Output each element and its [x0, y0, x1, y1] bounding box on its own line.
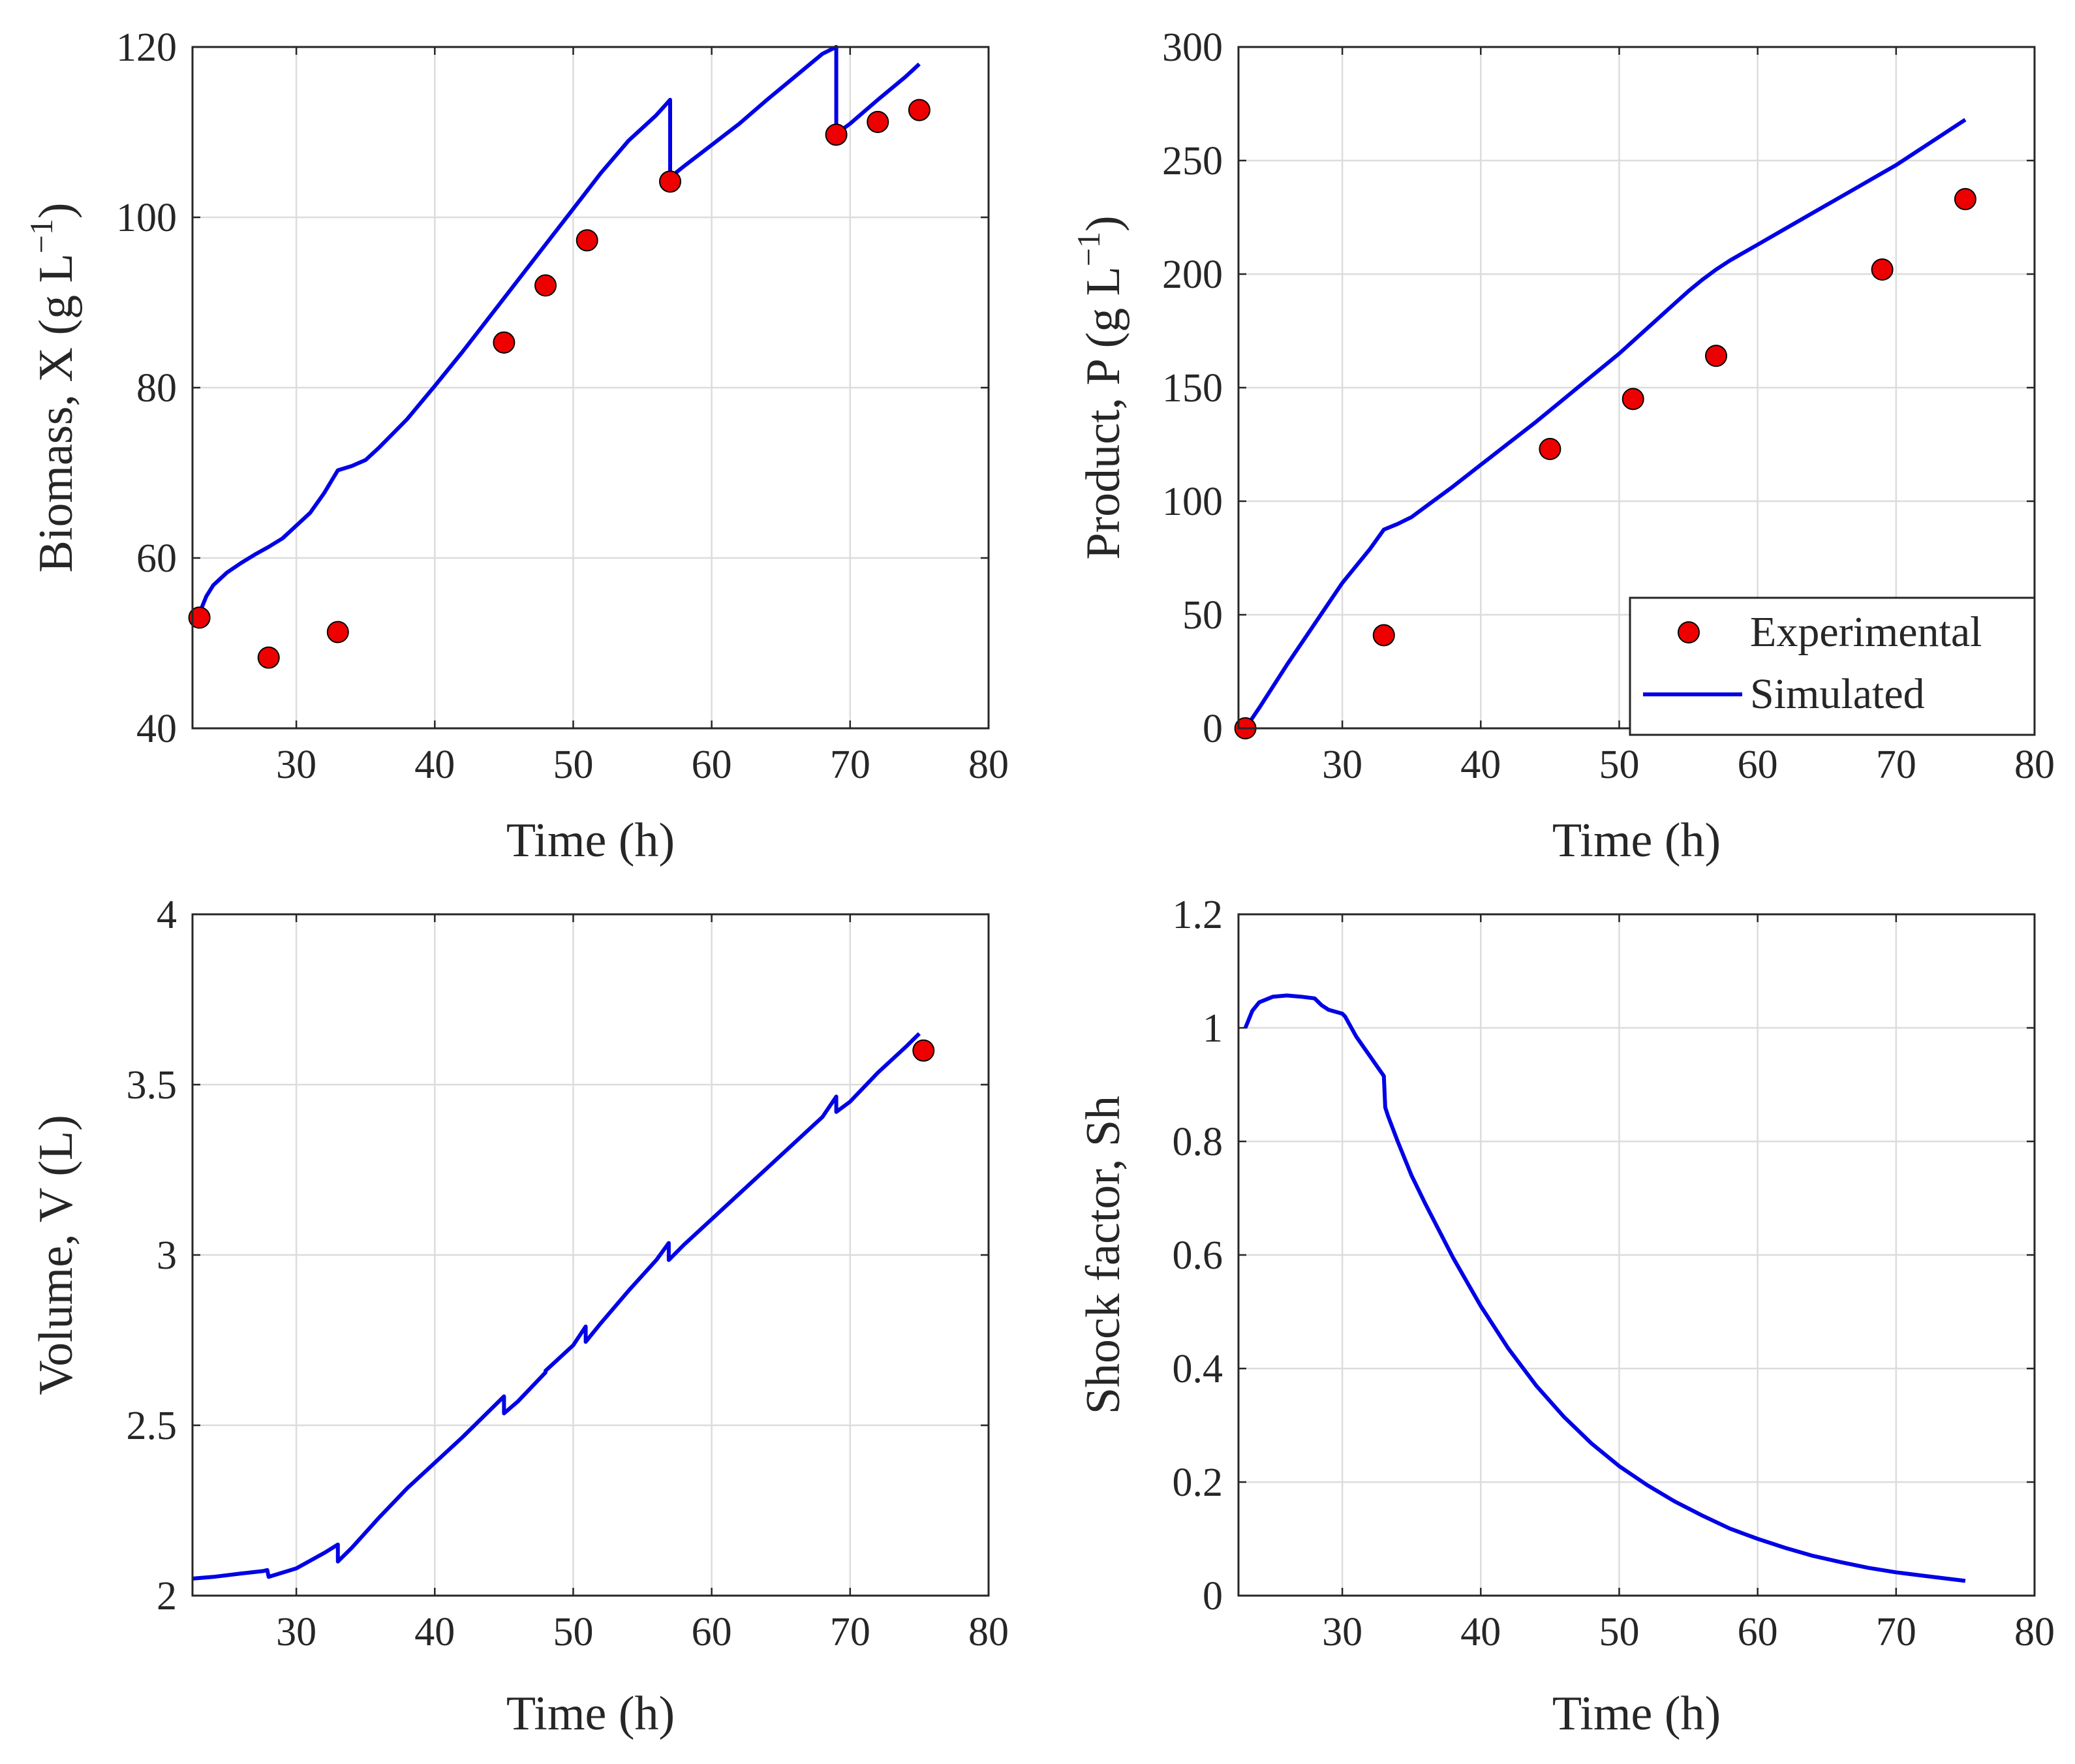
grid-volume	[192, 913, 990, 1597]
y-tick-label: 150	[1162, 366, 1223, 410]
x-tick-label: 70	[830, 743, 870, 787]
x-tick-label: 60	[692, 1610, 732, 1654]
experimental-point-product	[1705, 345, 1727, 367]
axes-product: 30 40 50 60 70 80 0 50 100 150 200 250 300	[1162, 25, 2055, 787]
x-axis-label-shock-factor: Time (h)	[1552, 1687, 1721, 1741]
y-tick-label: 1.2	[1173, 893, 1223, 937]
series-biomass	[188, 45, 930, 669]
axes-volume: 30 40 50 60 70 80 2 2.5 3 3.5 4	[127, 893, 1009, 1654]
y-tick-label: 2	[157, 1574, 177, 1618]
x-tick-label: 50	[1599, 1610, 1639, 1654]
experimental-point-biomass	[188, 606, 211, 629]
x-tick-label: 30	[1322, 1610, 1362, 1654]
simulated-line-shock	[1243, 993, 1966, 1583]
grid-shock-factor	[1238, 913, 2036, 1597]
axes-biomass: 30 40 50 60 70 80 40 60 80 100 120	[116, 25, 1009, 787]
experimental-point-biomass	[867, 110, 889, 133]
chart-shock-factor: 30 40 50 60 70 80 0 0.2 0.4 0.6 0.8 1 1.2 Time (h) S…	[1077, 893, 2055, 1741]
y-tick-label: 3.5	[127, 1063, 177, 1107]
legend-marker-experimental	[1678, 621, 1700, 643]
x-axis-label-volume: Time (h)	[506, 1687, 675, 1741]
x-axis-label-product: Time (h)	[1552, 814, 1721, 867]
x-tick-label: 60	[1738, 1610, 1778, 1654]
experimental-point-biomass	[326, 621, 349, 643]
experimental-point-biomass	[534, 274, 557, 297]
y-tick-label: 3	[157, 1233, 177, 1278]
x-tick-label: 30	[276, 743, 316, 787]
legend-label-simulated: Simulated	[1750, 670, 1925, 718]
chart-volume: 30 40 50 60 70 80 2 2.5 3 3.5 4 Time (h) Volume, V…	[29, 893, 1009, 1741]
experimental-point-product	[1871, 258, 1894, 281]
experimental-point-product	[1954, 188, 1976, 211]
axes-shock-factor: 30 40 50 60 70 80 0 0.2 0.4 0.6 0.8 1 1.2	[1173, 893, 2055, 1654]
experimental-point-product	[1372, 624, 1395, 647]
y-tick-label: 250	[1162, 139, 1223, 183]
x-tick-label: 40	[414, 743, 455, 787]
y-tick-label: 200	[1162, 253, 1223, 297]
y-tick-label: 0	[1203, 1574, 1223, 1618]
simulated-line-biomass	[197, 45, 921, 614]
y-tick-label: 100	[1162, 480, 1223, 524]
y-tick-label: 300	[1162, 25, 1223, 70]
y-tick-label: 100	[116, 196, 177, 240]
y-tick-label: 0.6	[1173, 1233, 1223, 1278]
y-tick-label: 50	[1182, 593, 1223, 638]
x-tick-label: 70	[1876, 1610, 1916, 1654]
legend-label-experimental: Experimental	[1750, 608, 1982, 656]
x-tick-label: 30	[1322, 743, 1362, 787]
y-tick-label: 60	[136, 536, 177, 581]
grid-biomass	[192, 46, 990, 730]
series-volume	[192, 1032, 935, 1581]
x-tick-label: 40	[1460, 1610, 1501, 1654]
y-tick-label: 4	[157, 893, 177, 937]
x-tick-label: 40	[414, 1610, 455, 1654]
y-tick-label: 80	[136, 366, 177, 410]
y-tick-label: 0	[1203, 707, 1223, 751]
x-tick-label: 50	[553, 743, 593, 787]
legend-box	[1629, 596, 2036, 736]
x-axis-label-biomass: Time (h)	[506, 814, 675, 867]
experimental-point-biomass	[825, 123, 848, 146]
y-tick-label: 1	[1203, 1006, 1223, 1051]
series-shock-factor	[1243, 993, 1966, 1583]
y-tick-label: 0.2	[1173, 1461, 1223, 1505]
x-tick-label: 50	[1599, 743, 1639, 787]
x-tick-label: 70	[830, 1610, 870, 1654]
y-tick-label: 40	[136, 707, 177, 751]
y-axis-label-volume: Volume, V (L)	[29, 1115, 83, 1395]
y-axis-label-biomass: Biomass, X (g L−1)	[23, 202, 83, 572]
y-tick-label: 120	[116, 25, 177, 70]
x-tick-label: 70	[1876, 743, 1916, 787]
x-tick-label: 80	[968, 743, 1009, 787]
experimental-point-product	[1622, 388, 1644, 410]
experimental-point-biomass	[659, 170, 681, 193]
x-tick-label: 30	[276, 1610, 316, 1654]
experimental-point-biomass	[493, 331, 515, 354]
simulated-line-volume	[192, 1032, 921, 1581]
x-tick-label: 80	[2014, 743, 2055, 787]
experimental-point-product	[1539, 437, 1561, 460]
experimental-point-biomass	[257, 646, 280, 669]
experimental-point-biomass	[908, 99, 930, 121]
x-tick-label: 40	[1460, 743, 1501, 787]
y-tick-label: 0.4	[1173, 1347, 1223, 1391]
y-axis-label-product: Product, P (g L−1)	[1070, 215, 1130, 559]
x-tick-label: 50	[553, 1610, 593, 1654]
y-tick-label: 0.8	[1173, 1120, 1223, 1164]
y-tick-label: 2.5	[127, 1404, 177, 1448]
x-tick-label: 60	[692, 743, 732, 787]
x-tick-label: 80	[968, 1610, 1009, 1654]
legend: Experimental Simulated	[1629, 596, 2036, 736]
simulated-line-product	[1244, 117, 1967, 730]
series-product	[1234, 117, 1976, 739]
chart-biomass: 30 40 50 60 70 80 40 60 80 100 120 Time (h) Biomas…	[23, 25, 1009, 867]
experimental-point-biomass	[576, 229, 598, 252]
x-tick-label: 60	[1738, 743, 1778, 787]
x-tick-label: 80	[2014, 1610, 2055, 1654]
experimental-point-volume	[912, 1039, 935, 1062]
y-axis-label-shock-factor: Shock factor, Sh	[1077, 1096, 1130, 1414]
